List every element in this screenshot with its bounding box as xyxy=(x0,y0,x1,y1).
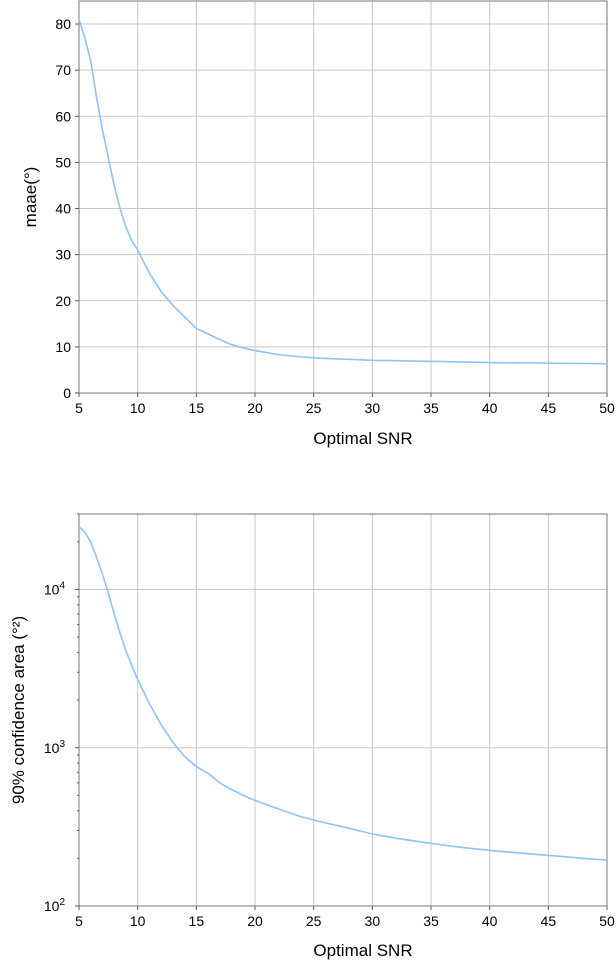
y-tick-exponent: 2 xyxy=(59,897,65,908)
x-tick-label: 15 xyxy=(189,913,205,929)
plot-frame xyxy=(78,513,608,907)
x-tick-label: 10 xyxy=(130,400,146,416)
series-line xyxy=(78,19,608,365)
series-line xyxy=(78,525,608,861)
x-tick-label: 50 xyxy=(599,913,615,929)
y-tick-label: 103 xyxy=(44,739,66,756)
x-tick-label: 5 xyxy=(75,400,83,416)
maae-chart: 5 10 15 20 25 30 35 40 45 50 0 10 20 30 40 50 60 70 80 Opti… xyxy=(21,0,615,448)
x-tick-label: 15 xyxy=(189,400,205,416)
x-tick-label: 40 xyxy=(482,913,498,929)
y-tick-label: 10 xyxy=(55,339,71,355)
x-tick-label: 50 xyxy=(599,400,615,416)
y-tick-base: 10 xyxy=(44,740,60,756)
x-axis-label: Optimal SNR xyxy=(313,429,412,448)
y-tick-label: 50 xyxy=(55,154,71,170)
y-tick-label: 0 xyxy=(63,385,71,401)
x-tick-label: 45 xyxy=(541,400,557,416)
x-tick-label: 20 xyxy=(247,400,263,416)
x-tick-label: 35 xyxy=(423,913,439,929)
y-tick-base: 10 xyxy=(44,582,60,598)
x-tick-label: 30 xyxy=(365,913,381,929)
y-tick-label: 40 xyxy=(55,201,71,217)
y-tick-exponent: 3 xyxy=(59,739,65,750)
plot-frame xyxy=(78,0,608,394)
y-tick-label: 104 xyxy=(44,581,66,598)
y-tick-label: 80 xyxy=(55,16,71,32)
y-tick-label: 60 xyxy=(55,108,71,124)
x-tick-label: 25 xyxy=(306,400,322,416)
y-tick-exponent: 4 xyxy=(59,581,65,592)
y-tick-label: 70 xyxy=(55,62,71,78)
y-tick-base: 10 xyxy=(44,898,60,914)
y-tick-label: 30 xyxy=(55,247,71,263)
x-tick-label: 45 xyxy=(541,913,557,929)
y-tick-label: 102 xyxy=(44,897,66,914)
y-tick-label: 20 xyxy=(55,293,71,309)
y-axis-label: 90% confidence area (°²) xyxy=(9,616,28,804)
x-tick-label: 40 xyxy=(482,400,498,416)
x-tick-label: 5 xyxy=(75,913,83,929)
x-tick-label: 25 xyxy=(306,913,322,929)
x-tick-label: 10 xyxy=(130,913,146,929)
x-tick-label: 30 xyxy=(365,400,381,416)
x-tick-label: 20 xyxy=(247,913,263,929)
x-axis-label: Optimal SNR xyxy=(313,941,412,960)
y-axis-label: maae(°) xyxy=(21,167,40,228)
x-tick-label: 35 xyxy=(423,400,439,416)
